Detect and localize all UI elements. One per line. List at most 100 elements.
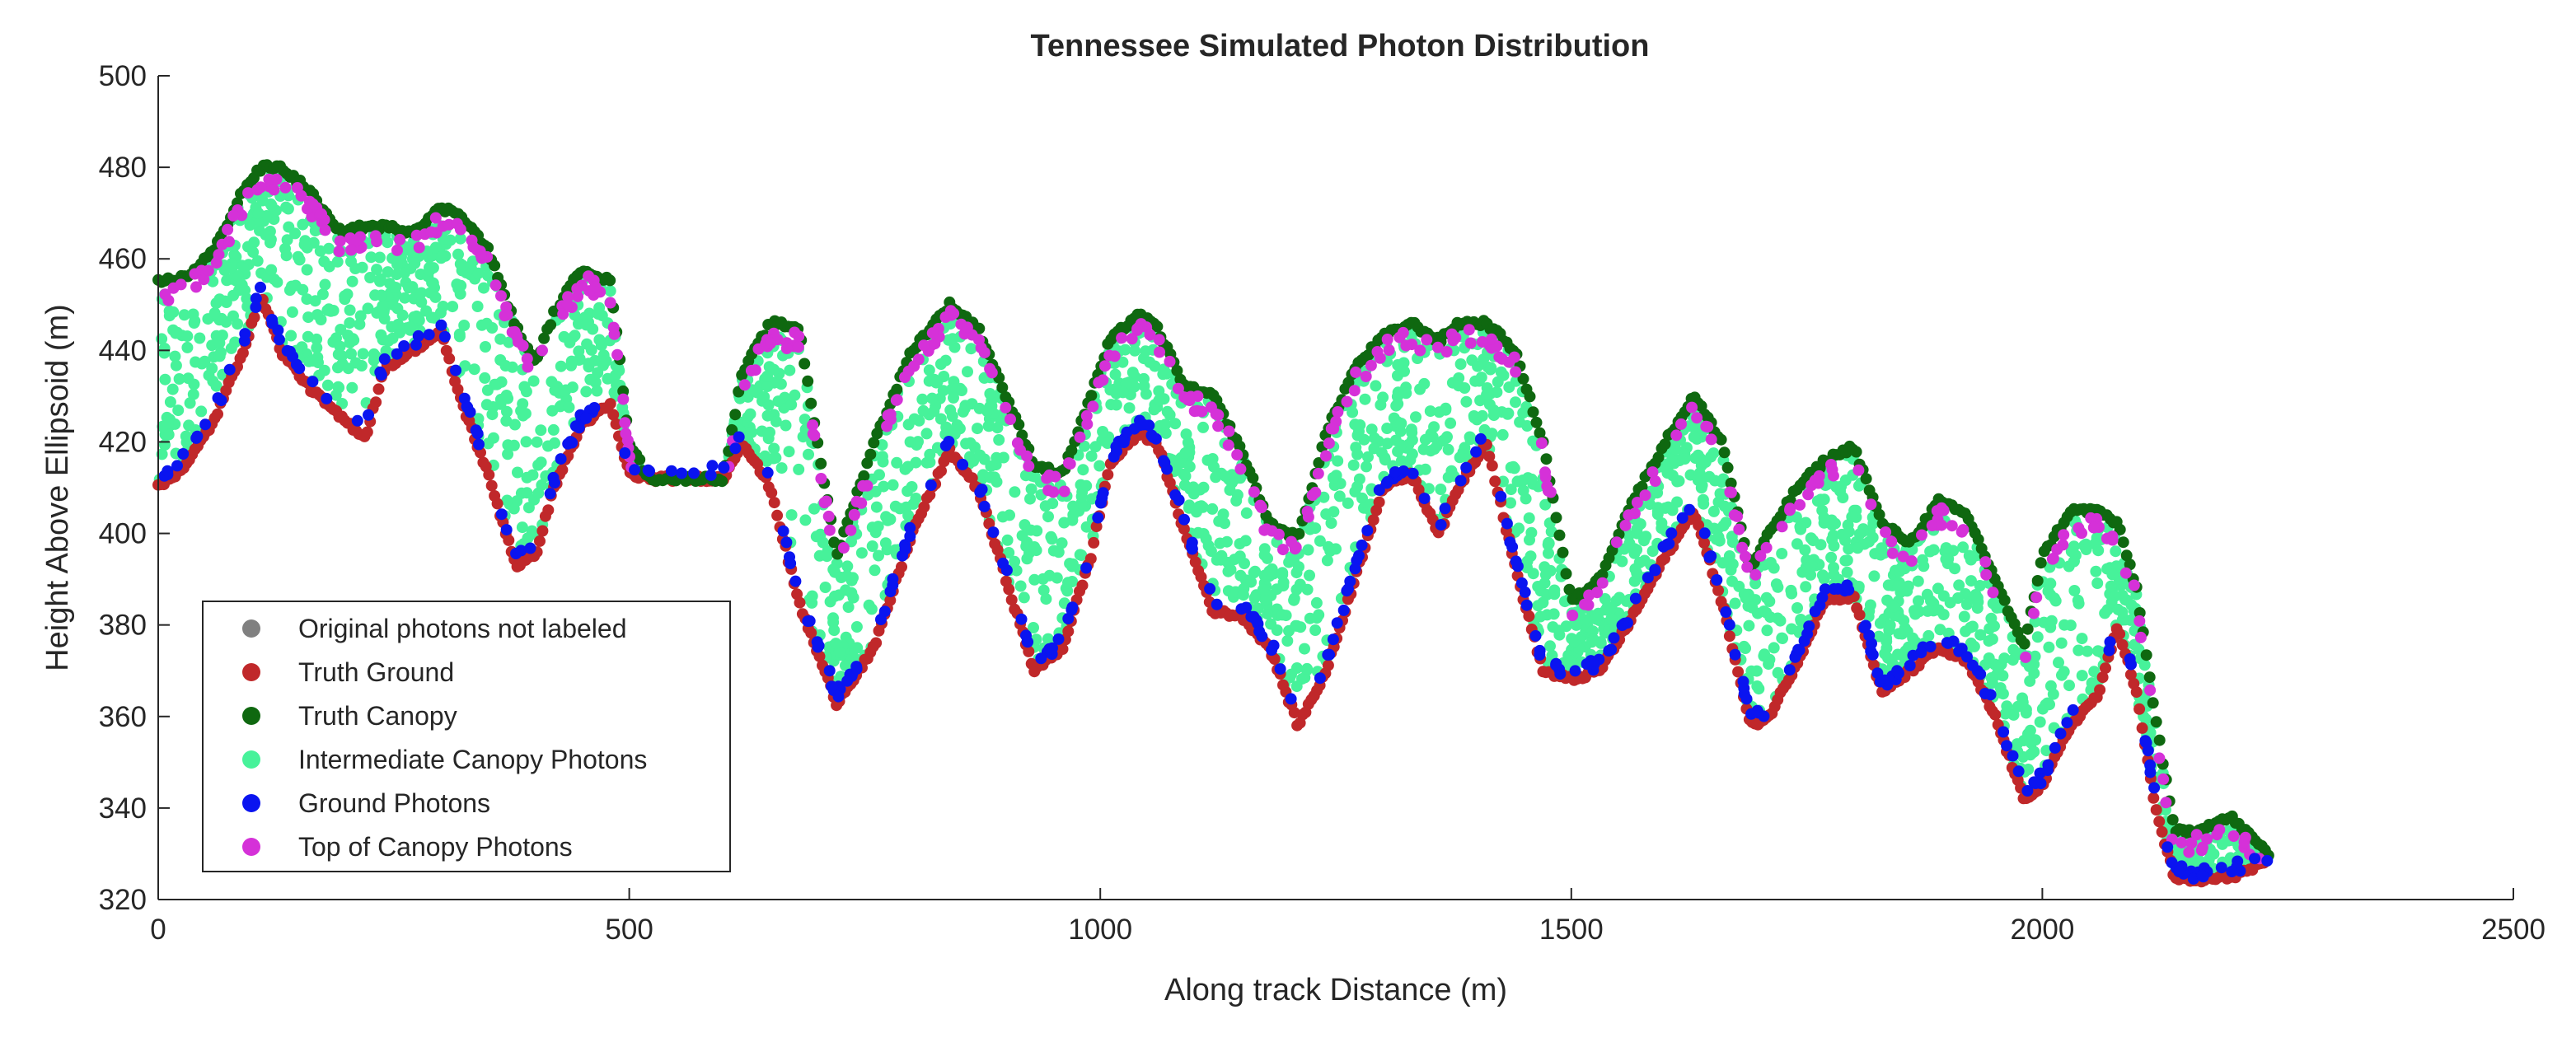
intermediate-canopy-point — [1884, 619, 1896, 631]
intermediate-canopy-point — [1028, 573, 1041, 586]
top-of-canopy-point — [1097, 374, 1109, 386]
top-of-canopy-point — [1328, 423, 1340, 435]
top-of-canopy-point — [394, 233, 406, 245]
truth-ground-point — [884, 594, 897, 606]
intermediate-canopy-point — [517, 398, 529, 410]
ground-point — [1092, 512, 1104, 524]
intermediate-canopy-point — [285, 330, 297, 342]
ground-point — [2028, 776, 2040, 788]
intermediate-canopy-point — [785, 399, 798, 411]
intermediate-canopy-point — [1016, 530, 1028, 542]
ground-point — [1066, 601, 1079, 614]
ground-point — [1828, 583, 1840, 595]
intermediate-canopy-point — [1211, 554, 1223, 566]
truth-canopy-point — [1313, 457, 1325, 469]
top-of-canopy-point — [1223, 425, 1235, 437]
top-of-canopy-point — [1421, 334, 1433, 346]
intermediate-canopy-point — [1527, 435, 1539, 447]
top-of-canopy-point — [1144, 329, 1156, 341]
y-tick-label: 420 — [99, 426, 147, 458]
intermediate-canopy-point — [1347, 459, 1360, 471]
top-of-canopy-point — [1784, 502, 1796, 515]
intermediate-canopy-point — [1464, 432, 1476, 443]
top-of-canopy-point — [1937, 504, 1950, 516]
intermediate-canopy-point — [1508, 462, 1520, 474]
intermediate-canopy-point — [318, 364, 330, 376]
intermediate-canopy-point — [767, 452, 780, 465]
top-of-canopy-point — [1749, 568, 1762, 581]
ground-point — [904, 521, 916, 534]
intermediate-canopy-point — [1200, 533, 1212, 545]
intermediate-canopy-point — [906, 481, 918, 493]
intermediate-canopy-point — [824, 596, 836, 608]
intermediate-canopy-point — [178, 309, 190, 321]
ground-point — [1924, 641, 1937, 652]
intermediate-canopy-point — [301, 264, 313, 276]
truth-canopy-point — [805, 397, 817, 409]
top-of-canopy-point — [198, 273, 210, 286]
ground-point — [410, 339, 422, 351]
ground-point — [1665, 527, 1678, 540]
top-of-canopy-point — [1542, 484, 1554, 497]
intermediate-canopy-point — [982, 420, 995, 432]
ground-point — [321, 392, 333, 404]
top-of-canopy-point — [1539, 466, 1551, 479]
ground-point — [1649, 564, 1661, 577]
intermediate-canopy-point — [2044, 699, 2055, 711]
intermediate-canopy-point — [1618, 543, 1630, 555]
intermediate-canopy-point — [1524, 534, 1535, 546]
intermediate-canopy-point — [471, 301, 484, 312]
intermediate-canopy-point — [520, 436, 532, 448]
top-of-canopy-point — [1440, 346, 1453, 358]
intermediate-canopy-point — [1395, 418, 1407, 429]
top-of-canopy-point — [1794, 498, 1806, 511]
intermediate-canopy-point — [1960, 598, 1973, 610]
intermediate-canopy-point — [592, 367, 604, 379]
x-tick-label: 1500 — [1539, 914, 1604, 946]
intermediate-canopy-point — [357, 348, 369, 360]
ground-point — [1381, 475, 1393, 488]
top-of-canopy-point — [2020, 651, 2032, 663]
top-of-canopy-point — [2211, 829, 2223, 841]
intermediate-canopy-point — [1616, 555, 1628, 568]
y-tick-label: 360 — [99, 701, 147, 733]
truth-canopy-point — [1066, 444, 1078, 456]
intermediate-canopy-point — [302, 311, 315, 324]
intermediate-canopy-point — [1183, 460, 1196, 473]
top-of-canopy-point — [1383, 344, 1395, 356]
top-of-canopy-point — [333, 245, 345, 258]
intermediate-canopy-point — [2106, 568, 2119, 581]
intermediate-canopy-point — [1066, 558, 1079, 570]
intermediate-canopy-point — [580, 319, 592, 331]
truth-ground-point — [2100, 662, 2111, 675]
chart-title: Tennessee Simulated Photon Distribution — [1031, 29, 1650, 63]
top-of-canopy-point — [1286, 535, 1297, 548]
intermediate-canopy-point — [404, 321, 416, 333]
truth-canopy-point — [726, 423, 738, 436]
truth-canopy-point — [1151, 320, 1164, 333]
intermediate-canopy-point — [1342, 497, 1354, 509]
intermediate-canopy-point — [458, 320, 471, 331]
ground-point — [904, 531, 916, 542]
ground-point — [1529, 629, 1542, 642]
intermediate-canopy-point — [1843, 526, 1855, 538]
intermediate-canopy-point — [348, 334, 360, 346]
intermediate-canopy-point — [1898, 615, 1910, 627]
intermediate-canopy-point — [580, 386, 592, 398]
intermediate-canopy-point — [1523, 512, 1535, 524]
intermediate-canopy-point — [2043, 641, 2055, 653]
x-tick-label: 0 — [150, 914, 166, 946]
ground-point — [215, 395, 227, 407]
legend-label: Original photons not labeled — [298, 614, 627, 643]
ground-point — [1204, 582, 1216, 595]
intermediate-canopy-point — [1042, 511, 1054, 523]
top-of-canopy-point — [222, 223, 234, 236]
intermediate-canopy-point — [316, 288, 329, 301]
intermediate-canopy-point — [565, 355, 578, 367]
ground-point — [580, 412, 592, 424]
ground-point — [802, 615, 814, 628]
truth-canopy-point — [2124, 559, 2136, 571]
top-of-canopy-point — [489, 279, 502, 292]
top-of-canopy-point — [1802, 488, 1815, 501]
intermediate-canopy-point — [1097, 426, 1109, 437]
